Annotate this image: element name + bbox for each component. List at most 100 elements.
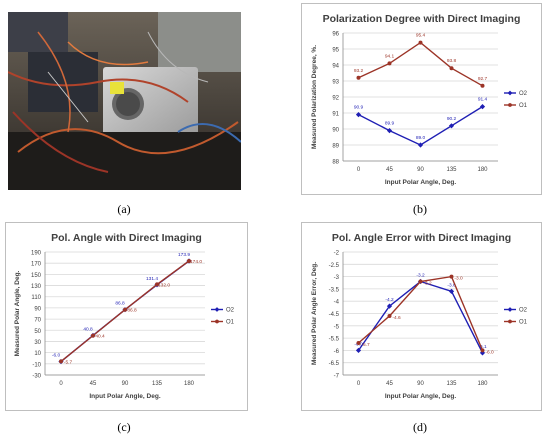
point-o2 [448, 123, 455, 129]
data-label: 90.9 [354, 105, 364, 111]
y-tick-label: -7 [334, 374, 340, 380]
chart-title: Pol. Angle Error with Direct Imaging [332, 232, 511, 244]
x-tick-label: 0 [357, 167, 361, 173]
y-tick-label: 88 [332, 160, 339, 166]
data-label: -4.2 [385, 297, 394, 303]
y-tick-label: 150 [31, 273, 42, 279]
y-tick-label: -3 [334, 275, 340, 281]
y-tick-label: -5 [334, 324, 340, 330]
y-tick-label: -30 [32, 374, 41, 380]
point-o1 [356, 75, 361, 80]
lab-equipment-photo [8, 12, 241, 190]
point-o2 [355, 347, 362, 353]
point-o1 [480, 83, 485, 88]
legend-marker [508, 319, 512, 324]
y-tick-label: 89 [332, 144, 339, 150]
legend-label-o2: O2 [519, 308, 528, 314]
x-tick-label: 180 [477, 381, 488, 387]
y-tick-label: 30 [34, 340, 41, 346]
chart-frame [5, 222, 248, 411]
legend-marker [215, 319, 219, 324]
x-tick-label: 135 [152, 381, 163, 387]
data-label: 86.8 [115, 301, 125, 307]
x-axis-label: Input Polar Angle, Deg. [385, 179, 456, 186]
caption-d: (d) [413, 420, 427, 434]
x-tick-label: 135 [446, 381, 457, 387]
chart-polarization-degree: Polarization Degree with Direct Imaging 8… [301, 3, 542, 195]
point-o2 [479, 104, 486, 110]
data-label: -5.7 [64, 359, 73, 365]
data-label: 174.0 [190, 259, 202, 265]
legend-marker [507, 307, 513, 312]
photo-image [8, 12, 241, 190]
legend-marker [508, 103, 512, 107]
legend-label-o1: O1 [519, 320, 528, 326]
legend-label-o2: O2 [226, 308, 235, 314]
data-label: 89.9 [385, 121, 395, 127]
chart-frame [301, 222, 542, 411]
y-tick-label: 10 [34, 351, 41, 357]
x-tick-label: 90 [417, 167, 424, 173]
x-tick-label: 180 [184, 381, 195, 387]
chart-pol-angle: Pol. Angle with Direct Imaging -30 -10 10 30… [5, 222, 248, 411]
y-axis-label: Measured Polar Angle Error, Deg. [311, 262, 318, 365]
point-o2 [386, 128, 393, 134]
point-o1 [418, 279, 423, 284]
data-label: 132.0 [158, 282, 170, 288]
x-tick-label: 90 [122, 381, 129, 387]
x-tick-label: 180 [477, 167, 488, 173]
x-axis-label: Input Polar Angle, Deg. [385, 393, 456, 400]
y-tick-label: 190 [31, 251, 42, 257]
data-label: 40.8 [83, 326, 93, 332]
point-o1 [449, 66, 454, 71]
y-tick-label: 94 [332, 64, 339, 70]
data-label: -6.0 [485, 349, 494, 355]
data-label: -3.0 [454, 276, 463, 282]
point-o1 [356, 341, 361, 346]
chart-title: Polarization Degree with Direct Imaging [323, 13, 521, 25]
point-o1 [123, 307, 127, 312]
data-label: -6.0 [52, 353, 61, 359]
data-label: 92.7 [478, 76, 488, 82]
point-o1 [418, 40, 423, 45]
chart-frame [301, 3, 542, 195]
x-tick-label: 45 [386, 167, 393, 173]
data-label: 93.8 [447, 58, 457, 64]
y-tick-label: 50 [34, 329, 41, 335]
data-label: -5.7 [361, 342, 370, 348]
y-tick-label: -2 [334, 251, 340, 257]
y-tick-label: 170 [31, 262, 42, 268]
y-tick-label: -6 [334, 349, 340, 355]
x-tick-label: 0 [357, 381, 361, 387]
legend-label-o2: O2 [519, 91, 528, 97]
x-tick-label: 45 [90, 381, 97, 387]
point-o1 [449, 274, 454, 279]
data-label: 173.9 [178, 252, 190, 258]
data-label: 40.4 [95, 334, 105, 340]
y-axis-label: Measured Polarization Degree, %. [311, 45, 318, 149]
y-tick-label: -10 [32, 362, 41, 368]
y-tick-label: -3.5 [329, 287, 340, 293]
x-tick-label: 135 [446, 167, 457, 173]
y-tick-label: 110 [31, 295, 41, 301]
y-tick-label: 93 [332, 80, 339, 86]
point-o1 [91, 333, 95, 338]
data-label: 94.1 [385, 53, 395, 59]
data-label: -3.6 [447, 282, 456, 288]
point-o1 [155, 282, 159, 287]
y-tick-label: 70 [34, 318, 41, 324]
data-label: 91.4 [478, 97, 488, 103]
legend-label-o1: O1 [226, 320, 235, 326]
data-label: -3.2 [416, 273, 425, 279]
y-tick-label: 92 [332, 96, 339, 102]
caption-a: (a) [117, 202, 131, 216]
x-tick-label: 90 [417, 381, 424, 387]
data-label: 89.0 [416, 135, 426, 141]
y-axis-label: Measured Polar Angle, Deg. [14, 270, 21, 356]
x-tick-label: 0 [59, 381, 63, 387]
point-o2 [386, 303, 393, 309]
point-o1 [387, 61, 392, 66]
legend-marker [507, 90, 513, 96]
y-tick-label: -2.5 [329, 263, 340, 269]
